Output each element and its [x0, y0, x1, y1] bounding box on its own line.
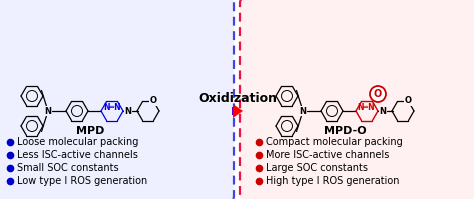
Text: MPD: MPD	[76, 126, 104, 136]
Text: High type I ROS generation: High type I ROS generation	[266, 176, 400, 186]
Text: Less ISC-active channels: Less ISC-active channels	[17, 150, 138, 160]
Text: O: O	[405, 96, 412, 105]
Text: O: O	[374, 89, 382, 99]
Text: Loose molecular packing: Loose molecular packing	[17, 137, 138, 147]
Text: Low type I ROS generation: Low type I ROS generation	[17, 176, 147, 186]
FancyBboxPatch shape	[0, 0, 234, 199]
Text: N═N: N═N	[103, 102, 121, 111]
Circle shape	[370, 86, 386, 102]
Text: Small SOC constants: Small SOC constants	[17, 163, 118, 173]
Text: N: N	[300, 106, 307, 115]
Text: Large SOC constants: Large SOC constants	[266, 163, 368, 173]
Text: N: N	[45, 106, 52, 115]
Text: Oxidization: Oxidization	[199, 93, 277, 105]
FancyBboxPatch shape	[240, 0, 474, 199]
Text: Compact molecular packing: Compact molecular packing	[266, 137, 403, 147]
Text: N: N	[125, 106, 131, 115]
Text: ⁺: ⁺	[372, 100, 376, 106]
Text: N: N	[380, 106, 386, 115]
Text: O: O	[150, 96, 157, 105]
FancyArrow shape	[233, 104, 243, 118]
Text: More ISC-active channels: More ISC-active channels	[266, 150, 389, 160]
Text: N═N: N═N	[357, 102, 375, 111]
Text: MPD-O: MPD-O	[324, 126, 366, 136]
